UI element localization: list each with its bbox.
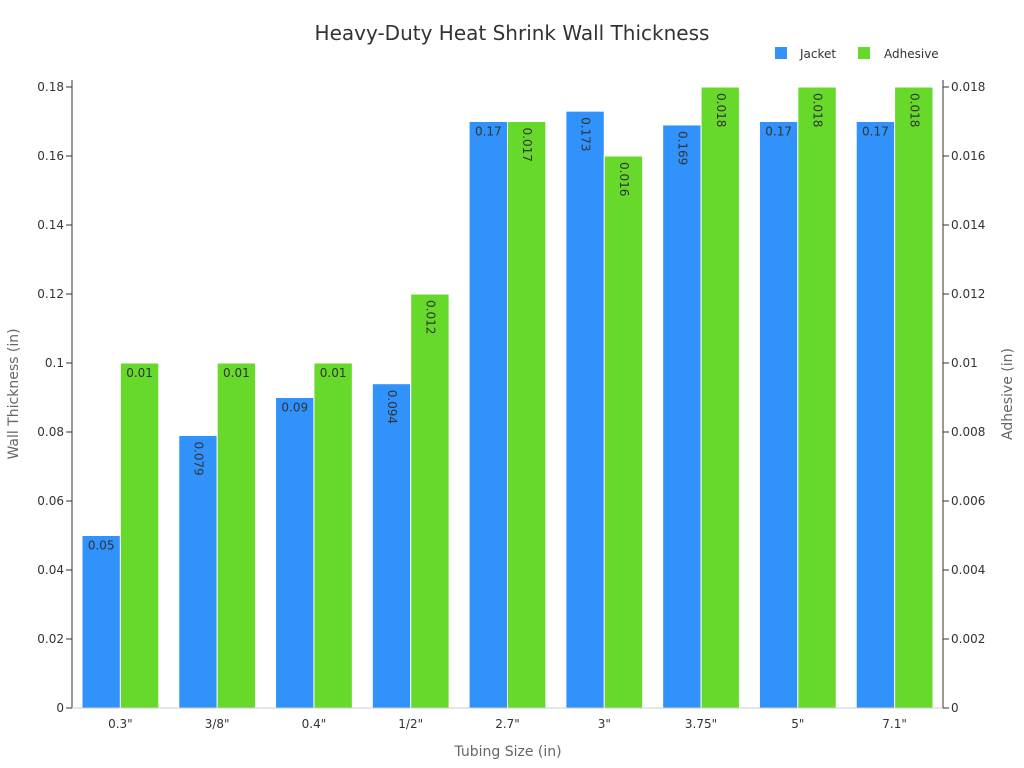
- bar-label: 0.079: [191, 441, 205, 475]
- x-tick-label: 3": [598, 717, 611, 731]
- bar-jacket: [662, 124, 702, 709]
- bar-jacket: [371, 383, 412, 709]
- bar-adhesive: [894, 86, 934, 709]
- y-tick-label: 0.18: [37, 80, 64, 94]
- bar-jacket: [468, 121, 509, 709]
- x-tick-label: 2.7": [495, 717, 520, 731]
- y-tick-label: 0.1: [45, 356, 64, 370]
- legend: Jacket Adhesive: [775, 47, 939, 61]
- bar-label: 0.01: [320, 366, 347, 380]
- y2-tick-label: 0.012: [951, 287, 985, 301]
- x-tick-label: 1/2": [398, 717, 423, 731]
- y2-tick-label: 0.018: [951, 80, 985, 94]
- bar-jacket: [275, 397, 315, 709]
- bar-label: 0.17: [862, 125, 889, 139]
- y2-tick-label: 0.006: [951, 494, 985, 508]
- y-tick-label: 0.14: [37, 218, 64, 232]
- bar-adhesive: [603, 155, 644, 709]
- bar-label: 0.17: [765, 125, 792, 139]
- bar-adhesive: [797, 86, 837, 709]
- y-tick-label: 0.12: [37, 287, 64, 301]
- x-tick-label: 5": [791, 717, 804, 731]
- y2-tick-label: 0.002: [951, 632, 985, 646]
- y-tick-label: 0.08: [37, 425, 64, 439]
- bar-label: 0.018: [907, 93, 921, 127]
- legend-label: Jacket: [799, 47, 836, 61]
- bar-jacket: [81, 535, 121, 709]
- y-axis-title: Wall Thickness (in): [6, 328, 22, 459]
- bar-label: 0.018: [811, 93, 825, 127]
- bar-label: 0.17: [475, 125, 502, 139]
- bar-adhesive: [119, 362, 160, 709]
- bar-adhesive: [507, 121, 547, 709]
- bar-label: 0.094: [385, 390, 399, 424]
- y2-ticks: 0 0.002 0.004 0.006 0.008 0.01 0.012 0.014 0.016…: [943, 80, 985, 715]
- y2-tick-label: 0.014: [951, 218, 985, 232]
- bar-label: 0.01: [223, 366, 250, 380]
- bar-adhesive: [313, 362, 353, 709]
- x-tick-label: 0.4": [302, 717, 327, 731]
- y-ticks: 0 0.02 0.04 0.06 0.08 0.1 0.12 0.14 0.16 0.18: [37, 80, 72, 715]
- y2-tick-label: 0.016: [951, 149, 985, 163]
- legend-label: Adhesive: [884, 47, 939, 61]
- legend-swatch-adhesive: [858, 47, 870, 59]
- bar-jacket: [565, 110, 605, 709]
- x-ticks: 0.3" 3/8" 0.4" 1/2" 2.7" 3" 3.75" 5" 7.1": [108, 717, 907, 731]
- bar-label: 0.173: [579, 117, 593, 151]
- y-tick-label: 0.02: [37, 632, 64, 646]
- axes: 0 0.02 0.04 0.06 0.08 0.1 0.12 0.14 0.16 0.18 0 0.…: [37, 80, 985, 731]
- x-tick-label: 7.1": [882, 717, 907, 731]
- x-axis-title: Tubing Size (in): [453, 744, 561, 760]
- x-tick-label: 3/8": [205, 717, 230, 731]
- y2-axis-title: Adhesive (in): [1000, 348, 1016, 440]
- x-tick-label: 3.75": [685, 717, 717, 731]
- bar-label: 0.05: [88, 539, 115, 553]
- bars: [81, 86, 934, 709]
- bar-label: 0.169: [675, 131, 689, 165]
- legend-swatch-jacket: [775, 47, 787, 59]
- bar-jacket: [178, 434, 218, 709]
- bar-label: 0.012: [423, 300, 437, 334]
- bar-adhesive: [700, 86, 740, 709]
- bar-label: 0.09: [281, 401, 308, 415]
- y2-tick-label: 0.01: [951, 356, 978, 370]
- bar-label: 0.016: [617, 162, 631, 196]
- chart-title: Heavy-Duty Heat Shrink Wall Thickness: [315, 21, 710, 45]
- y2-tick-label: 0.008: [951, 425, 985, 439]
- y-tick-label: 0.04: [37, 563, 64, 577]
- y-tick-label: 0.16: [37, 149, 64, 163]
- bar-jacket: [855, 121, 896, 709]
- x-tick-label: 0.3": [108, 717, 133, 731]
- y2-tick-label: 0: [951, 701, 959, 715]
- bar-labels: 0.05 0.01 0.079 0.01 0.09 0.01 0.094 0.012 0.17 0…: [88, 93, 921, 553]
- bar-jacket: [758, 121, 799, 709]
- bar-label: 0.017: [520, 128, 534, 162]
- bar-label: 0.018: [714, 93, 728, 127]
- y-tick-label: 0.06: [37, 494, 64, 508]
- bar-adhesive: [410, 293, 450, 709]
- y-tick-label: 0: [56, 701, 64, 715]
- bar-label: 0.01: [126, 366, 153, 380]
- y2-tick-label: 0.004: [951, 563, 985, 577]
- bar-adhesive: [216, 362, 257, 709]
